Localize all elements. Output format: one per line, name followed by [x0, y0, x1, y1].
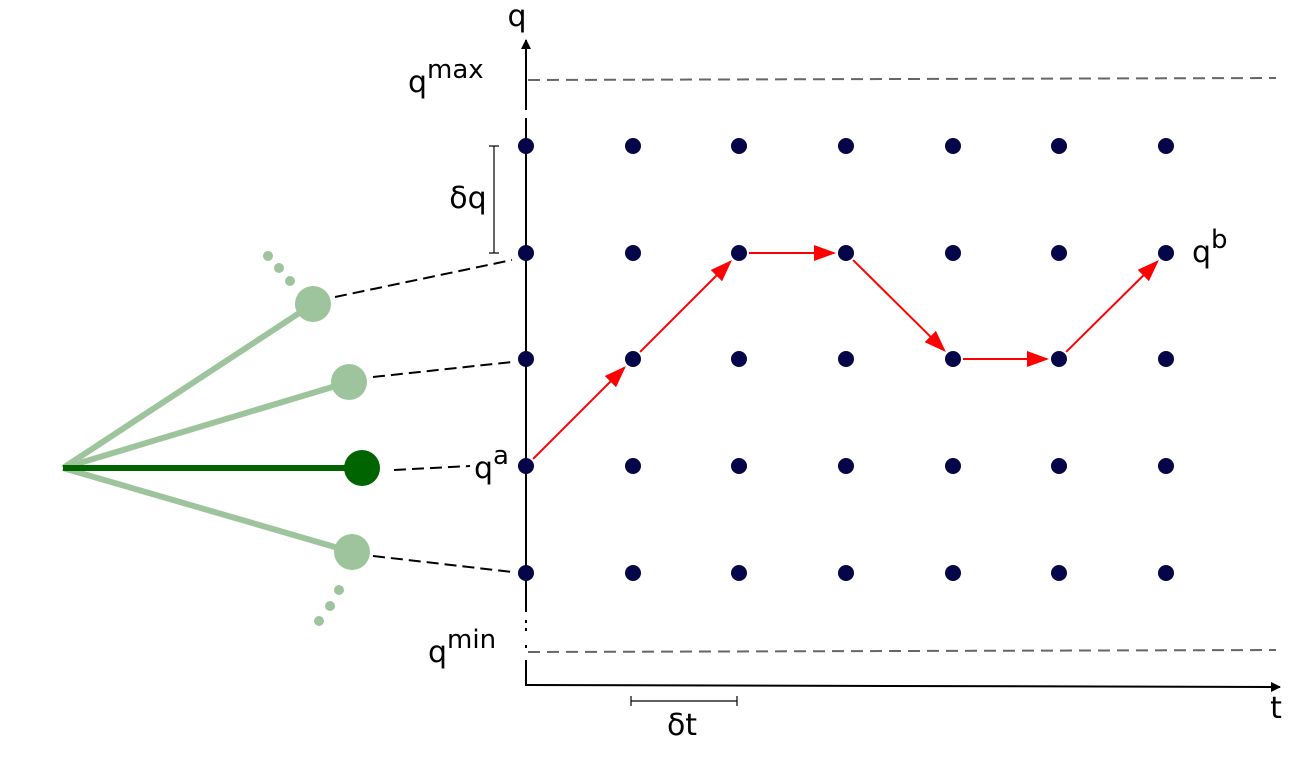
grid-point — [945, 245, 961, 261]
dq-label: δq — [449, 181, 486, 216]
dq-bracket — [489, 145, 738, 706]
qa-label: qa — [474, 441, 509, 486]
grid-point — [1051, 458, 1067, 474]
grid-point — [625, 565, 641, 581]
grid-point — [1158, 351, 1174, 367]
path-step — [532, 366, 626, 460]
t-axis-label: t — [1270, 691, 1282, 726]
qmin-sup: min — [447, 625, 496, 655]
grid-point — [838, 351, 854, 367]
grid-point — [625, 351, 641, 367]
grid-point — [1158, 565, 1174, 581]
grid-point — [1051, 351, 1067, 367]
grid-point — [625, 458, 641, 474]
trajectory — [532, 245, 1159, 460]
grid-points — [518, 138, 1174, 581]
t-axis — [525, 681, 1281, 692]
path-step — [639, 260, 732, 353]
qmax-label: qmax — [408, 55, 484, 100]
grid-point — [838, 245, 854, 261]
grid-point — [518, 565, 534, 581]
grid-point — [731, 458, 747, 474]
grid-point — [1158, 138, 1174, 154]
tree — [61, 251, 380, 626]
grid-point — [731, 351, 747, 367]
grid-point — [731, 245, 747, 261]
grid-point — [1158, 245, 1174, 261]
qmax-sup: max — [427, 55, 484, 85]
grid-point — [838, 138, 854, 154]
grid-point — [518, 245, 534, 261]
qb-base: q — [1192, 235, 1211, 270]
grid-point — [731, 565, 747, 581]
grid-point — [1158, 458, 1174, 474]
dt-label: δt — [667, 708, 697, 743]
qmin-base: q — [428, 635, 447, 670]
grid-point — [625, 138, 641, 154]
grid-point — [945, 138, 961, 154]
grid-point — [945, 565, 961, 581]
grid-point — [1051, 565, 1067, 581]
grid-point — [838, 458, 854, 474]
grid-point — [838, 565, 854, 581]
grid-point — [945, 351, 961, 367]
qmin-label: qmin — [428, 625, 496, 670]
grid-point — [518, 351, 534, 367]
grid-point — [1051, 138, 1067, 154]
qb-label: qb — [1192, 225, 1228, 270]
path-step — [852, 259, 946, 352]
qa-base: q — [474, 451, 493, 486]
qa-sup: a — [493, 441, 509, 471]
grid-point — [518, 458, 534, 474]
grid-point — [945, 458, 961, 474]
qmax-line — [527, 77, 1277, 81]
qmax-base: q — [408, 65, 427, 100]
grid-point — [518, 138, 534, 154]
grid-point — [1051, 245, 1067, 261]
qmin-line — [527, 649, 1277, 653]
links — [334, 259, 513, 573]
bounds-lines — [527, 77, 1277, 653]
q-axis-label: q — [507, 0, 526, 34]
qb-sup: b — [1211, 225, 1228, 255]
grid-point — [625, 245, 641, 261]
grid-point — [731, 138, 747, 154]
path-step — [1065, 260, 1159, 353]
